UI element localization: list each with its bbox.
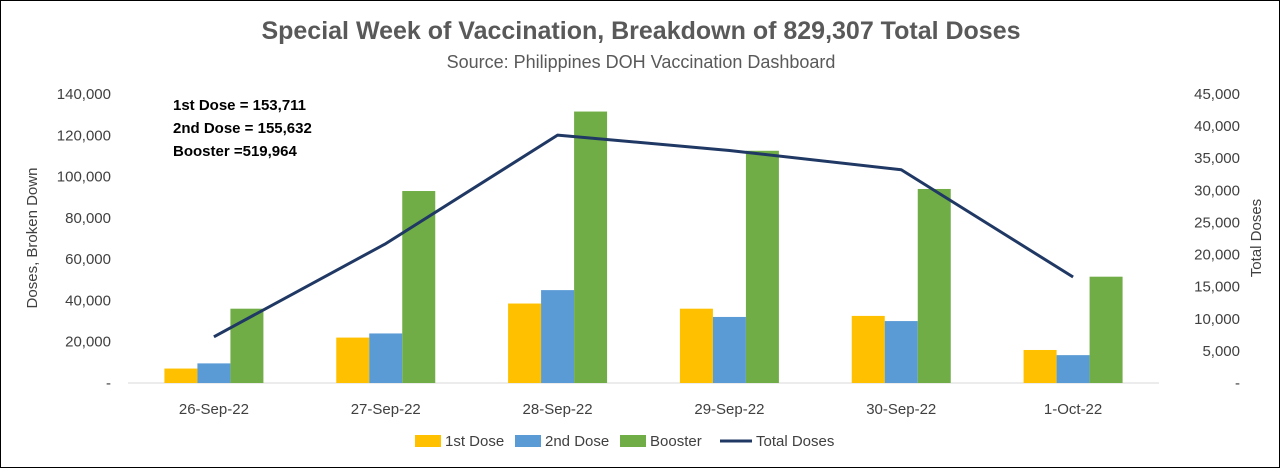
x-tick-label: 28-Sep-22 (523, 401, 593, 418)
bar-1st-dose (1023, 349, 1057, 383)
x-tick-label: 27-Sep-22 (351, 401, 421, 418)
y-left-tick-label: 20,000 (65, 334, 111, 351)
x-tick-label: 1-Oct-22 (1044, 401, 1102, 418)
legend-label-total-doses: Total Doses (756, 433, 834, 450)
legend-label-2nd-dose: 2nd Dose (545, 433, 609, 450)
y-right-tick-label: 45,000 (1194, 86, 1240, 103)
line-total-doses (213, 133, 1074, 339)
bar-booster (574, 111, 608, 384)
y-right-tick-label: 25,000 (1194, 214, 1240, 231)
bar-booster (402, 191, 436, 383)
bars (164, 111, 1123, 384)
y-left-tick-label: 120,000 (57, 127, 111, 144)
bar-booster (917, 188, 951, 383)
chart-subtitle: Source: Philippines DOH Vaccination Dash… (447, 52, 836, 72)
y-left-tick-label: 80,000 (65, 210, 111, 227)
y-left-tick-label: 40,000 (65, 292, 111, 309)
y-left-tick-label: 60,000 (65, 251, 111, 268)
bar-1st-dose (336, 337, 370, 383)
total-doses-line-layer (213, 133, 1074, 339)
y-right-tick-label: 20,000 (1194, 247, 1240, 264)
legend-label-booster: Booster (650, 433, 702, 450)
legend-swatch-2nd-dose (515, 435, 541, 447)
y-right-tick-label: 10,000 (1194, 311, 1240, 328)
annotations: 1st Dose = 153,711 2nd Dose = 155,632 Bo… (173, 97, 312, 160)
y-right-tick-label: 40,000 (1194, 118, 1240, 135)
y-right-tick-label: 15,000 (1194, 279, 1240, 296)
y-right-tick-label: 35,000 (1194, 150, 1240, 167)
x-tick-label: 26-Sep-22 (179, 401, 249, 418)
y-left-tick-label: 140,000 (57, 86, 111, 103)
bar-1st-dose (508, 303, 542, 383)
bar-booster (1089, 276, 1123, 383)
bar-booster (230, 308, 264, 383)
bar-1st-dose (164, 368, 198, 383)
y-left-tick-label: 100,000 (57, 169, 111, 186)
bar-1st-dose (679, 308, 713, 383)
legend-swatch-1st-dose (415, 435, 441, 447)
bar-2nd-dose (541, 290, 575, 383)
annotation-2nd-dose: 2nd Dose = 155,632 (173, 120, 312, 137)
y-left-axis-title: Doses, Broken Down (24, 168, 41, 309)
axes: - 20,000 40,000 60,000 80,000 100,000 120,000 1… (24, 86, 1265, 418)
y-right-tick-label: 5,000 (1202, 343, 1240, 360)
y-left-tick-label: - (106, 375, 111, 392)
bar-1st-dose (851, 315, 885, 383)
y-right-tick-label: 30,000 (1194, 182, 1240, 199)
bar-booster (745, 150, 779, 383)
legend-swatch-booster (620, 435, 646, 447)
bar-2nd-dose (1056, 355, 1090, 383)
y-right-axis-title: Total Doses (1248, 199, 1265, 277)
bar-2nd-dose (712, 316, 746, 383)
y-right-tick-label: - (1235, 375, 1240, 392)
bar-2nd-dose (197, 363, 231, 383)
bar-2nd-dose (369, 333, 403, 383)
annotation-booster: Booster =519,964 (173, 143, 297, 160)
bar-2nd-dose (884, 321, 918, 383)
annotation-1st-dose: 1st Dose = 153,711 (173, 97, 306, 114)
legend-label-1st-dose: 1st Dose (445, 433, 504, 450)
chart-title: Special Week of Vaccination, Breakdown o… (261, 17, 1020, 45)
x-tick-label: 29-Sep-22 (694, 401, 764, 418)
legend: 1st Dose 2nd Dose Booster Total Doses (415, 433, 834, 450)
x-tick-label: 30-Sep-22 (866, 401, 936, 418)
